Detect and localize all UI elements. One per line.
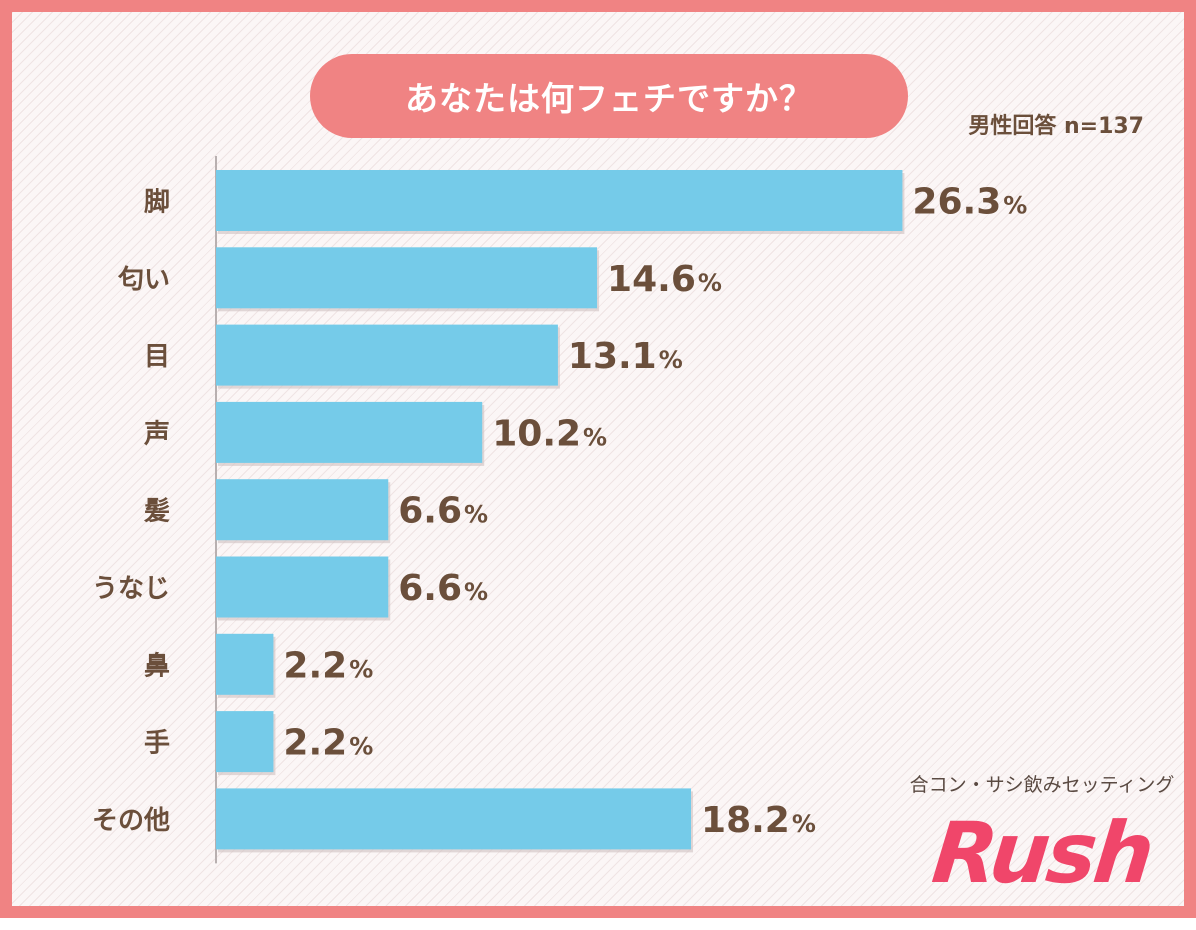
bar-4 [216,401,483,463]
chart-title: あなたは何フェチですか？ [405,79,813,118]
bar-9 [216,788,692,850]
category-label: うなじ [92,574,170,604]
bar-5 [216,479,389,541]
brand-logo: Rush [928,804,1156,902]
brand-tagline: 合コン・サシ飲みセッティング [909,774,1175,796]
value-label: 6.6% [398,491,488,532]
title-banner: あなたは何フェチですか？ [310,54,908,138]
category-label: 脚 [144,188,170,218]
category-label: 目 [144,342,170,372]
respondent-count: 男性回答 n=137 [968,114,1144,139]
bar-chart: 脚 26.3% 匂い 14.6% 目 13.1% 声 10.2% 髪 6.6% うなじ 6.6% 鼻 2.… [92,156,1027,864]
bar-3 [216,324,558,386]
value-label: 6.6% [398,568,488,609]
value-label: 26.3% [912,182,1027,223]
bar-2 [216,247,598,309]
value-label: 10.2% [492,413,607,454]
value-label: 18.2% [701,800,816,841]
category-label: 手 [144,729,170,759]
value-label: 14.6% [607,259,722,300]
category-label: 匂い [117,265,170,295]
value-label: 2.2% [283,723,373,764]
category-label: 鼻 [144,651,170,681]
brand-block: 合コン・サシ飲みセッティング Rush [902,770,1182,902]
bar-1 [216,170,903,231]
category-label: その他 [92,806,170,836]
value-label: 2.2% [283,645,373,686]
bar-7 [216,633,274,695]
bar-8 [216,711,274,773]
bar-6 [216,556,389,618]
category-label: 声 [144,419,170,449]
category-label: 髪 [143,497,170,527]
value-label: 13.1% [568,336,683,377]
